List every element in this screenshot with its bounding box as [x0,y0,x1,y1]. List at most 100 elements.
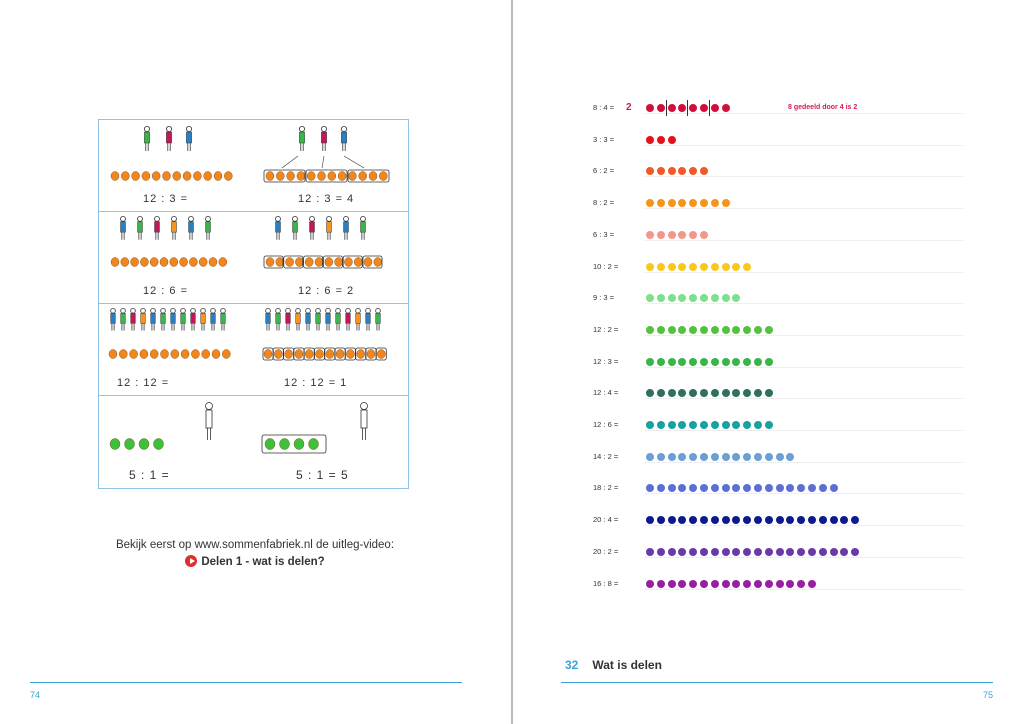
bead [275,257,284,267]
bead [120,257,129,267]
counting-dot [732,421,741,429]
counting-dot [656,294,665,303]
counting-dot [818,484,827,493]
grid-cell: 12 : 12 = 1 [254,304,408,396]
person-figure [170,307,176,331]
group-separator [708,100,710,116]
bead [295,257,304,267]
grid-cell: 12 : 3 = 4 [254,120,408,212]
bead [124,438,135,450]
counting-dot [646,262,654,271]
bead [129,349,138,359]
counting-dot [710,421,719,429]
grid-cell: 12 : 6 = 2 [254,212,408,304]
person-figure [140,307,146,331]
bead [284,349,293,359]
person-figure [285,307,291,331]
person-figure [120,215,126,240]
counting-dot [808,516,816,525]
person-figure [325,307,331,331]
counting-dot [667,325,676,334]
chapter-number: 32 [565,658,579,672]
counting-dot [656,516,665,525]
counting-dot [689,325,698,334]
counting-dot [775,579,784,588]
counting-dot [646,294,654,303]
video-intro-text: Bekijk eerst op www.sommenfabriek.nl de … [115,539,395,551]
counting-dot [743,452,752,461]
page-number: 75 [983,690,994,700]
person-figure [110,307,116,331]
counting-dot [689,199,698,208]
person-figure [326,215,332,240]
play-icon[interactable] [185,555,198,567]
video-link[interactable]: Delen 1 - wat is delen? [60,555,450,568]
counting-dot [689,294,698,303]
bead [337,171,347,181]
group-box [303,255,323,269]
counting-dot [656,199,665,208]
counting-dot [754,389,762,398]
bead [305,349,314,359]
answer-line [645,430,963,431]
counting-dot [754,484,762,493]
bead [140,257,149,267]
bead [356,349,365,359]
counting-dot [689,452,698,461]
counting-dot [754,547,762,556]
counting-dot [689,484,698,493]
page-number: 74 [30,690,41,700]
counting-dot [786,579,795,588]
counting-dot [678,357,687,366]
answer-line [645,208,963,210]
bead [366,349,376,359]
answer-line [645,271,963,273]
equation-text: 12 : 6 = 2 [298,285,355,297]
counting-dot [710,357,719,366]
counting-dot [656,230,665,239]
exercise-label: 20 : 2 = [593,546,619,556]
book-spine [511,0,513,724]
bead [139,349,149,359]
person-figure [205,402,213,440]
counting-dot [667,579,676,588]
counting-dot [786,547,795,556]
counting-dot [700,421,708,429]
footer-rule [561,682,993,683]
group-box [263,169,306,183]
counting-dot [689,104,698,112]
counting-dot [721,547,730,556]
counting-dot [797,516,806,525]
person-figure [188,215,194,240]
video-title-text[interactable]: Delen 1 - wat is delen? [201,556,325,568]
exercise-label: 9 : 3 = [593,293,615,303]
bead [379,171,388,181]
counting-dot [797,579,806,588]
person-figure [341,126,348,151]
bead [224,171,233,181]
bead [180,349,190,359]
bead [170,349,180,359]
counting-dot [689,167,698,176]
person-figure [343,215,349,240]
counting-dot [732,262,741,271]
person-figure [200,307,206,331]
bead [169,257,179,267]
bead [130,257,139,267]
counting-dot [667,452,676,461]
counting-dot [764,452,773,461]
counting-dot [689,516,698,525]
bead [305,257,314,267]
counting-dot [700,484,708,493]
counting-dot [689,262,698,271]
person-figure [210,307,216,331]
bead [264,438,276,450]
bead [152,171,161,181]
bead [218,257,228,267]
counting-dot [764,325,773,334]
person-figure [305,307,311,331]
counting-dot [710,294,719,303]
counting-dot [710,516,719,525]
bead [335,349,345,359]
counting-dot [656,167,665,176]
